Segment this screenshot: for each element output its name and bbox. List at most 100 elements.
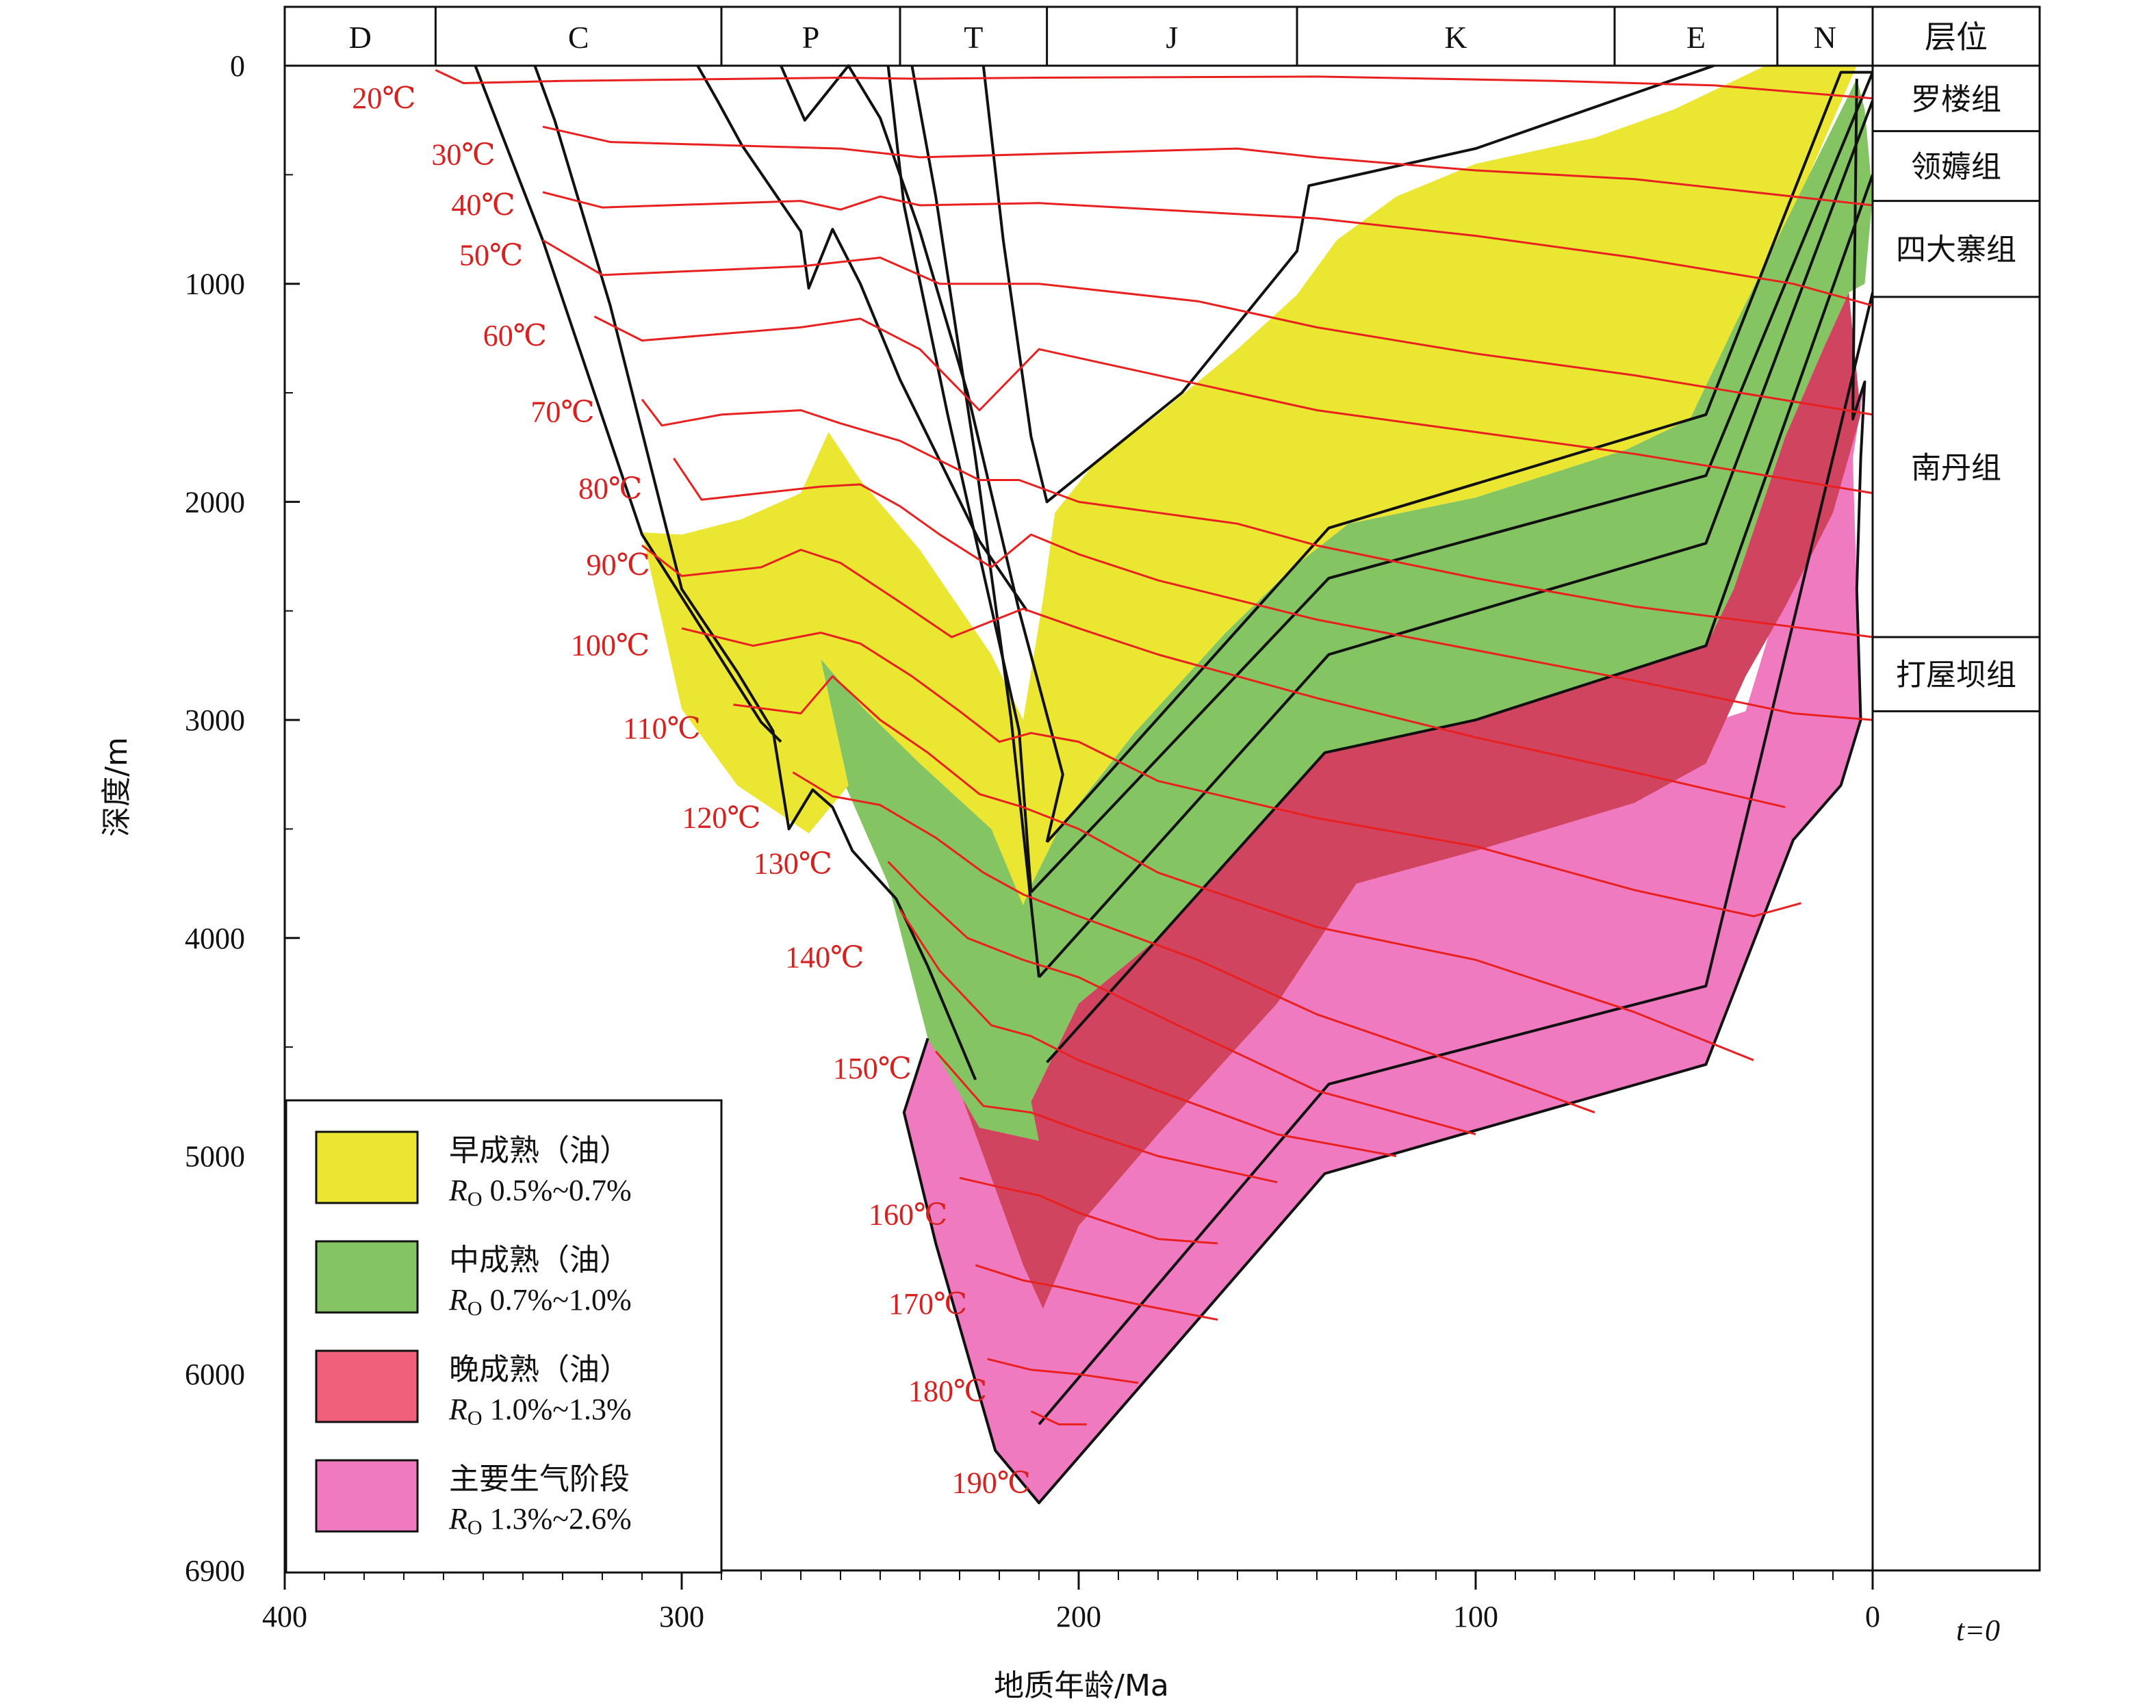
- legend-name-0: 早成熟（油）: [449, 1133, 630, 1168]
- y-tick-label-0: 0: [230, 49, 245, 83]
- burial-curve-12: [1046, 70, 1873, 843]
- y-tick-label-5: 5000: [185, 1139, 245, 1173]
- strata-border: [1871, 5, 2041, 1572]
- x-tick-label-4: 0: [1865, 1600, 1880, 1633]
- isotherm-label-3: 50℃: [459, 238, 523, 272]
- isotherm-label-14: 160℃: [869, 1198, 947, 1232]
- axes: 地质年龄/Ma t=0 深度/m: [99, 737, 2000, 1703]
- burial-curve-7: [902, 79, 1866, 1505]
- maturity-zone-0: [903, 382, 1865, 1503]
- strata-label-3: 南丹组: [1911, 450, 2001, 485]
- isotherm-line-4: [593, 315, 1873, 495]
- isotherm-label-9: 110℃: [623, 712, 701, 745]
- legend-name-1: 中成熟（油）: [449, 1243, 630, 1278]
- period-label-D: D: [349, 20, 372, 55]
- legend-swatch-1: [315, 1240, 419, 1314]
- isotherm-line-12: [899, 909, 1397, 1157]
- burial-curve-11: [1029, 71, 1874, 894]
- isotherm-line-13: [935, 1050, 1278, 1184]
- maturity-zone-3: [642, 66, 1857, 905]
- legend-swatch-0: [315, 1130, 419, 1204]
- isotherm-label-6: 80℃: [578, 471, 642, 505]
- isotherm-line-14: [959, 1176, 1218, 1245]
- isotherm-line-11: [887, 861, 1476, 1136]
- isotherm-line-7: [641, 544, 1786, 809]
- isotherm-line-2: [542, 191, 1873, 307]
- isotherm-line-16: [987, 1358, 1139, 1384]
- period-label-T: T: [964, 20, 983, 55]
- y-tick-label-3: 3000: [185, 703, 245, 737]
- burial-curve-1: [533, 65, 977, 1081]
- isotherm-line-8: [681, 627, 1801, 918]
- isotherm-line-1: [542, 125, 1873, 207]
- isotherm-label-2: 40℃: [451, 188, 515, 222]
- x-tick-label-0: 400: [262, 1600, 307, 1633]
- y-tick-label-6: 6000: [185, 1358, 245, 1391]
- isotherm-label-17: 190℃: [952, 1466, 1031, 1500]
- x-tick-label-1: 300: [659, 1600, 704, 1633]
- x-tick-label-2: 200: [1056, 1600, 1101, 1633]
- y-axis-label: 深度/m: [99, 737, 134, 837]
- legend-range-0: RO 0.5%~0.7%: [448, 1174, 632, 1211]
- legend-swatch-2: [315, 1349, 419, 1423]
- legend-range-2: RO 1.0%~1.3%: [448, 1393, 632, 1429]
- isotherm-label-8: 100℃: [571, 629, 650, 662]
- y-tick-label-7: 6900: [185, 1554, 245, 1588]
- y-tick-label-2: 2000: [185, 485, 245, 519]
- y-tick-label-1: 1000: [185, 268, 245, 301]
- period-label-J: J: [1166, 20, 1178, 55]
- isotherm-label-7: 90℃: [587, 548, 650, 582]
- isotherm-label-10: 120℃: [682, 801, 760, 835]
- strata-label-1: 领薅组: [1911, 150, 2001, 185]
- burial-curve-8: [1038, 292, 1874, 1425]
- period-label-N: N: [1814, 20, 1836, 55]
- maturity-zones: [642, 66, 1873, 1503]
- isotherm-label-0: 20℃: [352, 81, 415, 115]
- isotherm-line-3: [542, 239, 1873, 416]
- period-label-C: C: [568, 20, 589, 55]
- burial-curve-4: [886, 65, 1033, 893]
- maturity-zone-1: [927, 292, 1861, 1309]
- burial-curve-10: [1038, 100, 1874, 979]
- period-label-E: E: [1686, 20, 1706, 55]
- legend: 早成熟（油） RO 0.5%~0.7% 中成熟（油） RO 0.7%~1.0% 晚成熟（…: [285, 1099, 723, 1574]
- legend-name-2: 晚成熟（油）: [449, 1352, 630, 1387]
- legend-range-1: RO 0.7%~1.0%: [448, 1283, 632, 1320]
- isotherm-label-11: 130℃: [754, 846, 832, 880]
- x-tick-label-3: 100: [1453, 1600, 1498, 1633]
- burial-curve-0: [474, 65, 782, 743]
- isotherm-line-10: [792, 771, 1595, 1114]
- legend-name-3: 主要生气阶段: [449, 1462, 630, 1497]
- strata-label-2: 四大寨组: [1896, 233, 2016, 268]
- strata-header: 层位: [1925, 18, 1988, 55]
- isotherm-label-15: 170℃: [888, 1287, 967, 1321]
- maturity-zone-2: [808, 79, 1873, 1141]
- period-label-K: K: [1444, 20, 1467, 55]
- strata-label-0: 罗楼组: [1911, 82, 2001, 117]
- isotherm-line-0: [435, 69, 1873, 100]
- legend-range-3: RO 1.3%~2.6%: [448, 1502, 632, 1539]
- burial-curve-9: [1046, 174, 1874, 1063]
- burial-curve-3: [780, 64, 1064, 843]
- isotherm-label-1: 30℃: [431, 138, 495, 172]
- isotherms: 20℃ 30℃ 40℃ 50℃ 60℃ 70℃ 80℃ 90℃ 100℃ 110℃ 120℃ 130℃…: [352, 69, 1873, 1500]
- isotherm-line-6: [673, 457, 1873, 721]
- isotherm-line-15: [975, 1264, 1218, 1321]
- isotherm-label-4: 60℃: [483, 319, 547, 352]
- y-tick-label-4: 4000: [185, 922, 245, 955]
- x-axis-label: 地质年龄/Ma: [994, 1668, 1169, 1703]
- plot-frame: 400 300 200 100 0010002000300040005000600069…: [185, 5, 2040, 1633]
- isotherm-line-9: [733, 675, 1754, 1061]
- isotherm-label-12: 140℃: [785, 940, 864, 974]
- isotherm-label-13: 150℃: [833, 1052, 912, 1085]
- isotherm-line-5: [641, 398, 1873, 638]
- strata-label-4: 打屋坝组: [1896, 658, 2016, 693]
- isotherm-label-5: 70℃: [530, 396, 594, 429]
- period-label-P: P: [802, 20, 820, 55]
- legend-swatch-3: [315, 1459, 419, 1533]
- x-end-label: t=0: [1956, 1614, 2000, 1647]
- isotherm-line-17: [1030, 1410, 1087, 1425]
